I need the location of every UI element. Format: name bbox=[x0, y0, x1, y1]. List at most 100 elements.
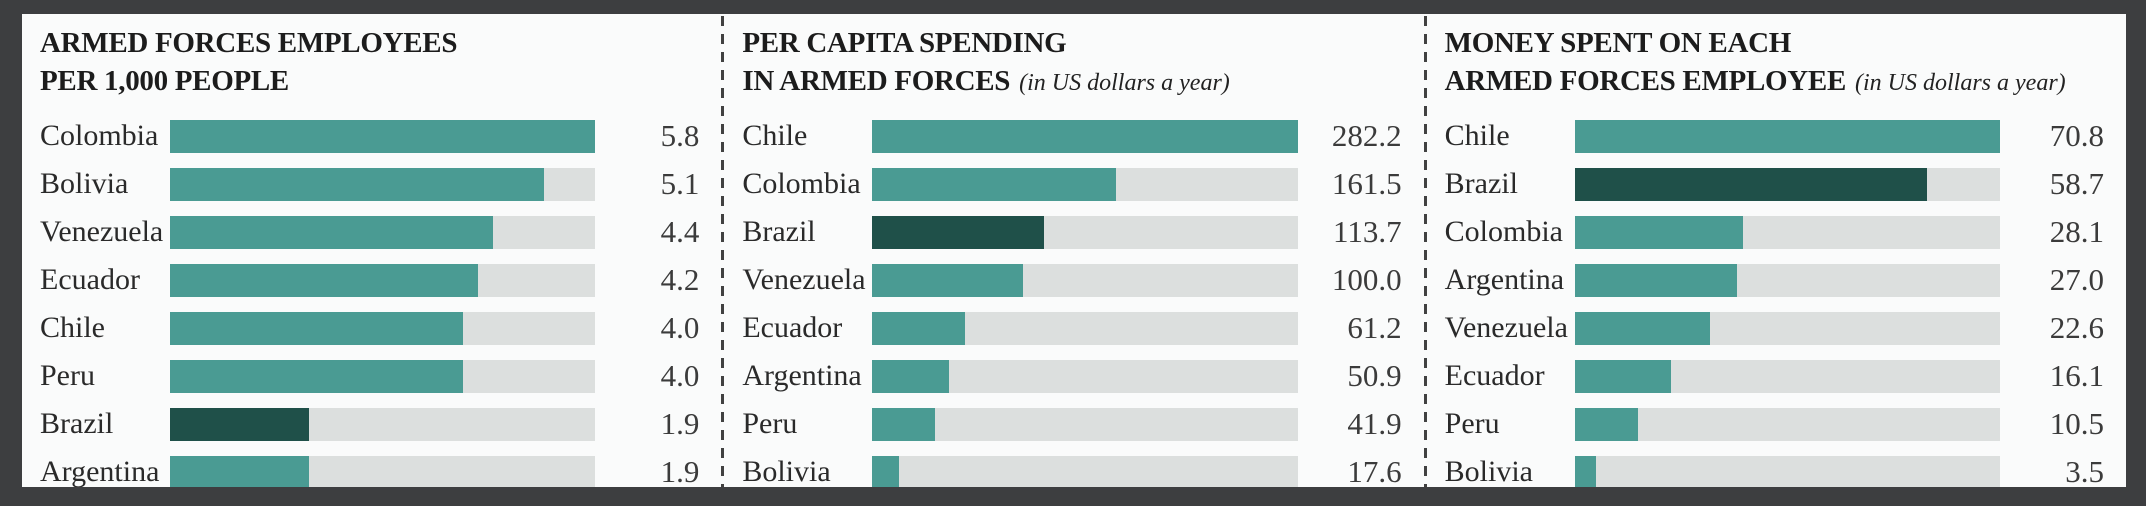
panel-armed-forces-employees: ARMED FORCES EMPLOYEES PER 1,000 PEOPLE … bbox=[22, 14, 721, 487]
bar-row: Argentina 27.0 bbox=[1445, 256, 2104, 304]
bar-row: Brazil 113.7 bbox=[742, 208, 1401, 256]
country-label: Bolivia bbox=[40, 167, 129, 200]
bar-track bbox=[1574, 167, 2000, 201]
bar-track bbox=[872, 407, 1298, 441]
country-label: Ecuador bbox=[742, 311, 843, 344]
panel-header: PER CAPITA SPENDING IN ARMED FORCES (in U… bbox=[742, 20, 1401, 102]
panel-title-line2: ARMED FORCES EMPLOYEE bbox=[1444, 65, 1847, 97]
country-label: Peru bbox=[1444, 407, 1500, 440]
bar-fill bbox=[872, 455, 899, 487]
bar-fill bbox=[1574, 359, 1672, 393]
bar-fill bbox=[1574, 119, 2000, 153]
panel-title-line1: PER CAPITA SPENDING bbox=[742, 27, 1067, 59]
bar-track bbox=[1574, 407, 2000, 441]
bar-fill bbox=[170, 455, 310, 487]
country-label: Bolivia bbox=[1444, 455, 1533, 487]
bar-fill bbox=[872, 263, 1024, 297]
bar-track bbox=[1574, 263, 2000, 297]
country-label: Brazil bbox=[742, 215, 816, 248]
bar-value: 50.9 bbox=[1347, 358, 1402, 393]
country-label: Argentina bbox=[742, 359, 862, 392]
bar-value: 5.8 bbox=[660, 118, 700, 153]
bar-value: 17.6 bbox=[1347, 454, 1402, 487]
bar-row: Chile 70.8 bbox=[1445, 112, 2104, 160]
bar-track bbox=[872, 119, 1298, 153]
panel-header: ARMED FORCES EMPLOYEES PER 1,000 PEOPLE bbox=[40, 20, 699, 102]
bar-row: Colombia 28.1 bbox=[1445, 208, 2104, 256]
bar-fill bbox=[170, 215, 493, 249]
bar-track bbox=[872, 263, 1298, 297]
panel-title: MONEY SPENT ON EACH ARMED FORCES EMPLOYE… bbox=[1445, 24, 2104, 102]
country-label: Colombia bbox=[40, 119, 159, 152]
bar-value: 100.0 bbox=[1331, 262, 1402, 297]
country-label: Peru bbox=[40, 359, 95, 392]
bar-fill bbox=[1574, 407, 1638, 441]
bar-row: Argentina 50.9 bbox=[742, 352, 1401, 400]
bar-track bbox=[872, 359, 1298, 393]
country-label: Chile bbox=[40, 311, 105, 344]
bar-value: 5.1 bbox=[660, 166, 700, 201]
bar-row: Venezuela 100.0 bbox=[742, 256, 1401, 304]
bar-track bbox=[1574, 119, 2000, 153]
bar-rows: Chile 282.2 Colombia 161.5 Brazil 113.7 Venezu… bbox=[742, 112, 1402, 487]
bar-fill bbox=[1574, 215, 1744, 249]
bar-track bbox=[170, 215, 596, 249]
panel-per-capita-spending: PER CAPITA SPENDING IN ARMED FORCES (in U… bbox=[724, 14, 1423, 487]
panel-subtitle: (in US dollars a year) bbox=[1855, 70, 2066, 96]
bar-value: 282.2 bbox=[1331, 118, 1402, 153]
panel-title-line1: MONEY SPENT ON EACH bbox=[1444, 27, 1792, 59]
bar-track bbox=[1574, 455, 2000, 487]
bar-row: Ecuador 16.1 bbox=[1445, 352, 2104, 400]
bar-track bbox=[1574, 311, 2000, 345]
bar-track bbox=[1574, 359, 2000, 393]
country-label: Colombia bbox=[742, 167, 861, 200]
country-label: Ecuador bbox=[1444, 359, 1545, 392]
panel-title-line2: PER 1,000 PEOPLE bbox=[40, 65, 289, 97]
bar-row: Colombia 5.8 bbox=[40, 112, 699, 160]
bar-fill bbox=[170, 311, 464, 345]
bar-value: 41.9 bbox=[1347, 406, 1402, 441]
bar-track bbox=[872, 311, 1298, 345]
bar-value: 161.5 bbox=[1331, 166, 1402, 201]
bar-value: 22.6 bbox=[2049, 310, 2104, 345]
bar-track bbox=[170, 263, 596, 297]
bar-row: Ecuador 61.2 bbox=[742, 304, 1401, 352]
bar-row: Venezuela 4.4 bbox=[40, 208, 699, 256]
bar-track bbox=[170, 455, 596, 487]
panel-title-line1: ARMED FORCES EMPLOYEES bbox=[40, 27, 458, 59]
bar-row: Chile 282.2 bbox=[742, 112, 1401, 160]
panel-divider bbox=[721, 16, 725, 487]
bar-row: Peru 10.5 bbox=[1445, 400, 2104, 448]
bar-value: 28.1 bbox=[2049, 214, 2104, 249]
country-label: Chile bbox=[742, 119, 808, 152]
panel-subtitle: (in US dollars a year) bbox=[1019, 70, 1230, 96]
bar-value: 4.0 bbox=[660, 310, 700, 345]
bar-value: 16.1 bbox=[2049, 358, 2104, 393]
country-label: Colombia bbox=[1444, 215, 1563, 248]
bar-fill bbox=[872, 167, 1116, 201]
bar-value: 27.0 bbox=[2049, 262, 2104, 297]
bar-row: Brazil 1.9 bbox=[40, 400, 699, 448]
country-label: Brazil bbox=[1444, 167, 1518, 200]
bar-track bbox=[872, 167, 1298, 201]
bar-fill bbox=[1574, 455, 1596, 487]
panel-title: ARMED FORCES EMPLOYEES PER 1,000 PEOPLE bbox=[40, 24, 699, 102]
bar-value: 4.2 bbox=[660, 262, 700, 297]
bar-track bbox=[1574, 215, 2000, 249]
country-label: Venezuela bbox=[1444, 311, 1568, 344]
bar-value: 113.7 bbox=[1333, 214, 1402, 249]
bar-rows: Colombia 5.8 Bolivia 5.1 Venezuela 4.4 Ecuador… bbox=[40, 112, 699, 487]
panel-title-line2: IN ARMED FORCES bbox=[742, 65, 1011, 97]
bar-row: Brazil 58.7 bbox=[1445, 160, 2104, 208]
country-label: Venezuela bbox=[40, 215, 164, 248]
country-label: Argentina bbox=[1444, 263, 1565, 296]
bar-value: 1.9 bbox=[660, 406, 700, 441]
bar-row: Ecuador 4.2 bbox=[40, 256, 699, 304]
bar-value: 70.8 bbox=[2049, 118, 2104, 153]
bar-track bbox=[872, 215, 1298, 249]
country-label: Brazil bbox=[40, 407, 114, 440]
bar-fill bbox=[1574, 311, 1711, 345]
bar-value: 58.7 bbox=[2049, 166, 2104, 201]
country-label: Argentina bbox=[40, 455, 160, 487]
